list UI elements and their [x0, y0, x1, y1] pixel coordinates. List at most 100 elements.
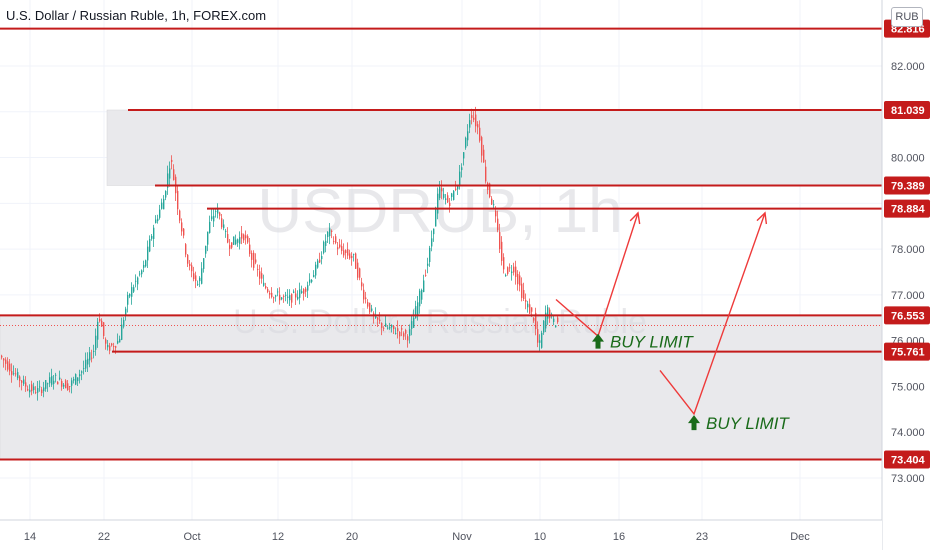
candle-body	[91, 357, 93, 359]
level-price-label-bg[interactable]	[884, 306, 930, 325]
candle-body	[351, 255, 353, 258]
candle-body	[233, 236, 235, 245]
candle-body	[371, 308, 373, 311]
candle-body	[161, 202, 163, 209]
candle-body	[283, 295, 285, 297]
candle-body	[331, 230, 333, 232]
candle-body	[65, 380, 67, 389]
candle-body	[513, 266, 515, 273]
candle-body	[133, 287, 135, 292]
currency-badge[interactable]: RUB	[891, 7, 923, 27]
candle-body	[1, 355, 3, 358]
candle-body	[451, 193, 453, 197]
level-price-label-bg[interactable]	[884, 450, 930, 469]
price-axis-tick: 80.000	[891, 153, 925, 165]
level-price-label-bg[interactable]	[884, 100, 930, 119]
price-axis-tick: 75.000	[891, 381, 925, 393]
candle-body	[405, 329, 407, 334]
candle-body	[341, 246, 343, 251]
candle-body	[319, 259, 321, 263]
level-price-label-bg[interactable]	[884, 342, 930, 361]
candle-body	[123, 320, 125, 327]
candle-body	[241, 233, 243, 239]
candle-body	[143, 264, 145, 268]
candle-body	[83, 368, 85, 369]
candle-body	[177, 190, 179, 210]
candle-body	[287, 296, 289, 298]
candle-body	[135, 280, 137, 282]
candle-body	[117, 340, 119, 344]
candle-body	[413, 317, 415, 328]
candle-body	[535, 312, 537, 330]
candle-body	[237, 239, 239, 243]
candle-body	[509, 267, 511, 269]
candle-body	[367, 302, 369, 307]
candle-body	[147, 246, 149, 261]
candle-body	[353, 253, 355, 255]
candle-body	[97, 321, 99, 340]
candle-body	[265, 286, 267, 289]
candle-body	[507, 267, 509, 274]
level-price-label-bg[interactable]	[884, 176, 930, 195]
buy-limit-label[interactable]: BUY LIMIT	[610, 333, 694, 352]
candle-body	[315, 264, 317, 276]
candle-body	[557, 317, 559, 323]
time-axis-background	[0, 520, 882, 550]
candle-body	[171, 159, 173, 162]
price-axis-tick: 74.000	[891, 427, 925, 439]
candle-body	[153, 227, 155, 239]
candle-body	[249, 244, 251, 254]
candle-body	[231, 242, 233, 248]
candle-body	[189, 263, 191, 267]
candle-body	[203, 258, 205, 269]
candle-body	[221, 218, 223, 228]
candle-body	[377, 317, 379, 320]
candle-body	[19, 376, 21, 381]
candle-body	[393, 326, 395, 329]
candle-body	[549, 309, 551, 319]
candle-body	[239, 237, 241, 244]
candle-body	[471, 115, 473, 119]
candle-body	[275, 295, 277, 297]
price-axis-tick: 78.000	[891, 244, 925, 256]
candle-body	[421, 289, 423, 300]
candle-body	[521, 283, 523, 298]
candle-body	[527, 303, 529, 308]
candle-body	[277, 291, 279, 293]
buy-limit-label[interactable]: BUY LIMIT	[706, 414, 790, 433]
level-price-label-bg[interactable]	[884, 199, 930, 218]
candle-body	[335, 236, 337, 243]
candle-body	[21, 380, 23, 383]
candle-body	[115, 346, 117, 348]
candle-body	[173, 169, 175, 181]
candle-body	[329, 228, 331, 237]
candle-body	[345, 250, 347, 254]
candle-body	[211, 216, 213, 220]
candle-body	[271, 292, 273, 298]
candle-body	[545, 312, 547, 329]
projection-arrow[interactable]	[659, 212, 766, 416]
candle-body	[89, 352, 91, 361]
candle-body	[313, 275, 315, 278]
candle-body	[5, 359, 7, 364]
candle-body	[205, 245, 207, 254]
up-arrow-icon	[592, 333, 604, 349]
level-price-label: 78.884	[891, 204, 926, 216]
candle-body	[267, 288, 269, 292]
candle-body	[501, 241, 503, 261]
price-axis-tick: 82.000	[891, 61, 925, 73]
candle-body	[39, 386, 41, 388]
projection-arrowhead	[629, 211, 641, 225]
candle-body	[57, 381, 59, 385]
candle-body	[357, 262, 359, 278]
candle-body	[3, 358, 5, 361]
price-zone	[0, 315, 883, 460]
candle-body	[497, 218, 499, 231]
candle-body	[185, 244, 187, 255]
candle-body	[187, 254, 189, 264]
candle-body	[263, 282, 265, 286]
candle-body	[51, 376, 53, 385]
candle-body	[179, 210, 181, 221]
candle-body	[31, 384, 33, 392]
